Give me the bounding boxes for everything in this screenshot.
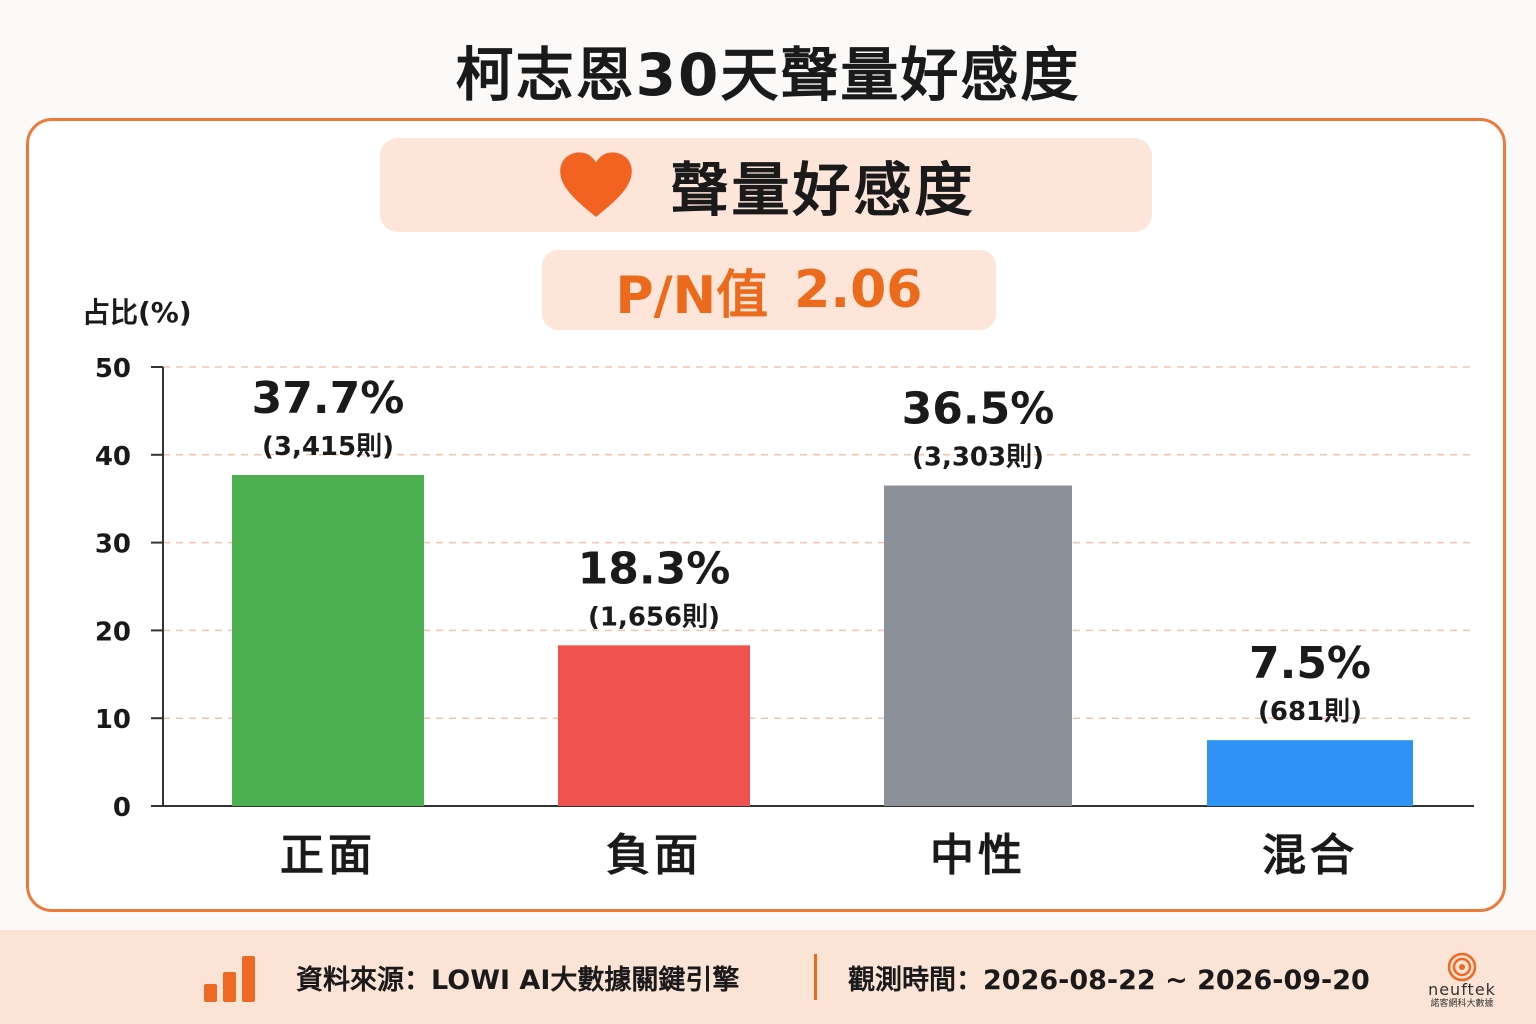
bar-chart: 占比(%) 0 10 20 30 40 50 37.7% (3,415則) 正面 18.3% (1,6… [82, 296, 1474, 881]
heart-icon [560, 152, 633, 217]
x-tick-label: 負面 [606, 830, 702, 881]
count-label: (3,415則) [262, 432, 394, 462]
count-label: (1,656則) [588, 602, 720, 632]
pn-label: P/N值 [615, 265, 769, 326]
bar [232, 474, 424, 806]
data-source: 資料來源：LOWI AI大數據關鍵引擎 [296, 965, 740, 996]
data-label: 7.5% [1249, 638, 1371, 689]
y-axis-label: 占比(%) [82, 296, 192, 329]
brand-subtitle: 諾客網科大數據 [1430, 999, 1494, 1009]
bar-chart-icon [204, 956, 255, 1002]
count-label: (681則) [1258, 697, 1362, 727]
data-label: 36.5% [902, 384, 1055, 435]
pn-value: 2.06 [794, 260, 923, 320]
y-tick-label: 40 [95, 442, 131, 472]
bar [558, 645, 750, 806]
observation-period: 觀測時間：2026-08-22 ~ 2026-09-20 [848, 965, 1370, 996]
x-tick-label: 混合 [1262, 830, 1358, 881]
page-title: 柯志恩30天聲量好感度 [455, 41, 1081, 109]
pn-badge: P/N值 2.06 [542, 250, 996, 330]
bar [884, 485, 1072, 806]
count-label: (3,303則) [912, 443, 1044, 473]
footer: 資料來源：LOWI AI大數據關鍵引擎 觀測時間：2026-08-22 ~ 20… [0, 930, 1536, 1024]
x-tick-label: 中性 [930, 830, 1026, 881]
brand-swirl-icon [1447, 952, 1477, 982]
brand-logo: neuftek 諾客網科大數據 [1418, 952, 1506, 1010]
section-label: 聲量好感度 [670, 156, 976, 224]
bar [1207, 740, 1413, 806]
brand-name: neuftek [1428, 980, 1496, 999]
footer-divider [814, 954, 817, 1000]
y-tick-label: 30 [95, 530, 131, 560]
y-tick-label: 20 [95, 617, 131, 647]
data-label: 18.3% [578, 543, 731, 594]
x-tick-label: 正面 [280, 830, 376, 881]
y-tick-label: 10 [95, 705, 131, 735]
section-header: 聲量好感度 [380, 138, 1152, 232]
y-tick-label: 0 [113, 793, 131, 823]
data-label: 37.7% [252, 373, 405, 424]
y-tick-label: 50 [95, 354, 131, 384]
